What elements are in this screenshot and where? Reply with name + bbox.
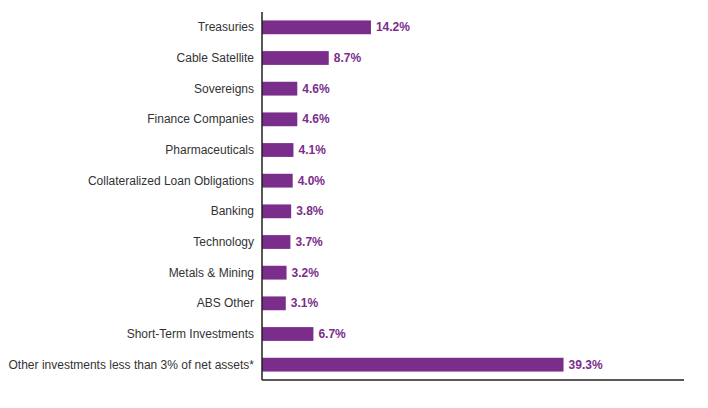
category-label: Banking bbox=[211, 204, 254, 218]
bar bbox=[262, 358, 564, 372]
data-label: 14.2% bbox=[376, 20, 410, 34]
data-label: 3.7% bbox=[295, 235, 323, 249]
data-label: 4.1% bbox=[298, 143, 326, 157]
data-label: 4.0% bbox=[298, 174, 326, 188]
data-label: 4.6% bbox=[302, 82, 330, 96]
bar bbox=[262, 204, 291, 218]
category-label: ABS Other bbox=[197, 296, 254, 310]
bar bbox=[262, 235, 290, 249]
data-label: 3.2% bbox=[292, 266, 320, 280]
x-axis bbox=[262, 379, 684, 381]
data-label: 6.7% bbox=[318, 327, 346, 341]
category-label: Collateralized Loan Obligations bbox=[88, 174, 254, 188]
bar bbox=[262, 327, 313, 341]
data-label: 3.1% bbox=[291, 296, 319, 310]
category-label: Cable Satellite bbox=[177, 51, 255, 65]
bar bbox=[262, 266, 287, 280]
bar bbox=[262, 143, 293, 157]
bars bbox=[262, 20, 564, 371]
category-label: Metals & Mining bbox=[169, 266, 254, 280]
data-label: 8.7% bbox=[334, 51, 362, 65]
category-label: Treasuries bbox=[198, 20, 254, 34]
y-tick-labels: Other investments less than 3% of net as… bbox=[9, 20, 255, 371]
category-label: Other investments less than 3% of net as… bbox=[9, 358, 255, 372]
bar bbox=[262, 82, 297, 96]
data-label: 4.6% bbox=[302, 112, 330, 126]
category-label: Sovereigns bbox=[194, 82, 254, 96]
data-labels: 39.3% 6.7% 3.1% 3.2% 3.7% 3.8% 4.0% 4.1% 4.6% 4.6… bbox=[291, 20, 603, 371]
bar bbox=[262, 174, 293, 188]
bar bbox=[262, 51, 329, 65]
category-label: Pharmaceuticals bbox=[165, 143, 254, 157]
bar bbox=[262, 20, 371, 34]
data-label: 3.8% bbox=[296, 204, 324, 218]
data-label: 39.3% bbox=[569, 358, 603, 372]
category-label: Short-Term Investments bbox=[127, 327, 254, 341]
bar bbox=[262, 112, 297, 126]
category-label: Finance Companies bbox=[147, 112, 254, 126]
chart-container: Other investments less than 3% of net as… bbox=[0, 0, 708, 408]
bar bbox=[262, 296, 286, 310]
chart: Other investments less than 3% of net as… bbox=[0, 0, 708, 408]
category-label: Technology bbox=[193, 235, 254, 249]
y-axis bbox=[261, 12, 263, 380]
